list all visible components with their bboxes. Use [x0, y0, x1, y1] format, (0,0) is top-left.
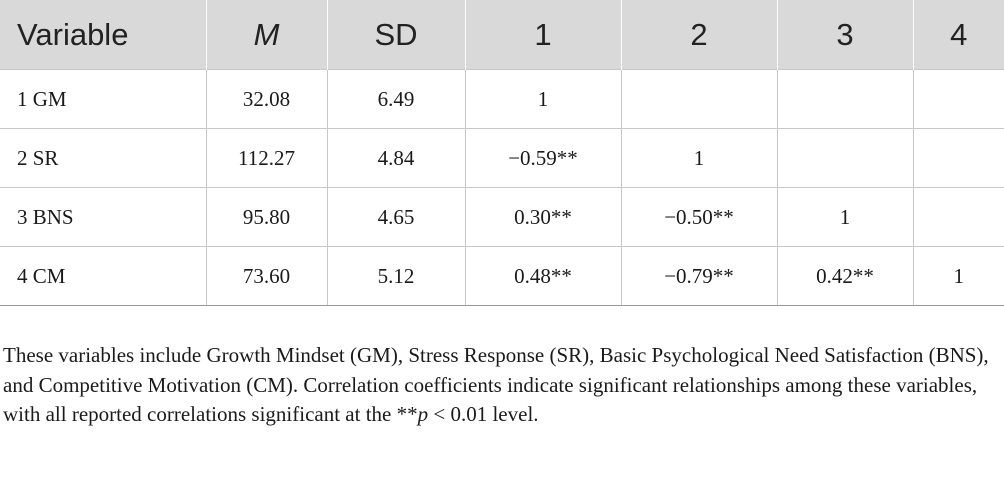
- header-col-3: 3: [776, 0, 914, 70]
- table-cell: 95.80: [205, 187, 328, 247]
- table-cell: 0.30**: [464, 187, 622, 247]
- header-col-4: 4: [912, 0, 1004, 70]
- table-cell: 1: [912, 246, 1004, 306]
- table-cell: 4.65: [326, 187, 466, 247]
- table-cell: 2 SR: [0, 128, 207, 188]
- table-row: 1 GM 32.08 6.49 1: [0, 69, 1004, 129]
- correlation-table-container: Variable M SD 1 2 3 4 1 GM 32.08 6.49 1 …: [0, 0, 1004, 306]
- table-cell: [776, 128, 914, 188]
- table-cell: [912, 187, 1004, 247]
- table-cell: 4 CM: [0, 246, 207, 306]
- table-row: 4 CM 73.60 5.12 0.48** −0.79** 0.42** 1: [0, 246, 1004, 306]
- header-mean-label: M: [253, 16, 280, 52]
- header-mean: M: [205, 0, 328, 70]
- header-col-1: 1: [464, 0, 622, 70]
- footnote-p-symbol: p: [417, 402, 429, 426]
- footnote-text: These variables include Growth Mindset (…: [3, 343, 989, 426]
- table-row: 3 BNS 95.80 4.65 0.30** −0.50** 1: [0, 187, 1004, 247]
- table-cell: 0.48**: [464, 246, 622, 306]
- table-cell: 3 BNS: [0, 187, 207, 247]
- table-cell: −0.50**: [620, 187, 778, 247]
- table-cell: [912, 128, 1004, 188]
- table-cell: −0.59**: [464, 128, 622, 188]
- table-cell: 112.27: [205, 128, 328, 188]
- table-header: Variable M SD 1 2 3 4: [0, 0, 1004, 70]
- table-cell: [912, 69, 1004, 129]
- table-cell: 1 GM: [0, 69, 207, 129]
- header-variable: Variable: [0, 0, 207, 70]
- table-cell: 5.12: [326, 246, 466, 306]
- table-cell: 73.60: [205, 246, 328, 306]
- correlation-table: Variable M SD 1 2 3 4 1 GM 32.08 6.49 1 …: [0, 0, 1004, 306]
- header-row: Variable M SD 1 2 3 4: [0, 0, 1004, 70]
- table-cell: −0.79**: [620, 246, 778, 306]
- table-row: 2 SR 112.27 4.84 −0.59** 1: [0, 128, 1004, 188]
- table-cell: 32.08: [205, 69, 328, 129]
- table-cell: 1: [620, 128, 778, 188]
- table-cell: 0.42**: [776, 246, 914, 306]
- table-body: 1 GM 32.08 6.49 1 2 SR 112.27 4.84 −0.59…: [0, 69, 1004, 306]
- header-col-2: 2: [620, 0, 778, 70]
- table-footnote: These variables include Growth Mindset (…: [3, 341, 993, 430]
- footnote-text-end: < 0.01 level.: [428, 402, 539, 426]
- table-cell: [776, 69, 914, 129]
- table-cell: 6.49: [326, 69, 466, 129]
- table-cell: 1: [464, 69, 622, 129]
- table-cell: 4.84: [326, 128, 466, 188]
- table-cell: 1: [776, 187, 914, 247]
- header-sd: SD: [326, 0, 466, 70]
- table-cell: [620, 69, 778, 129]
